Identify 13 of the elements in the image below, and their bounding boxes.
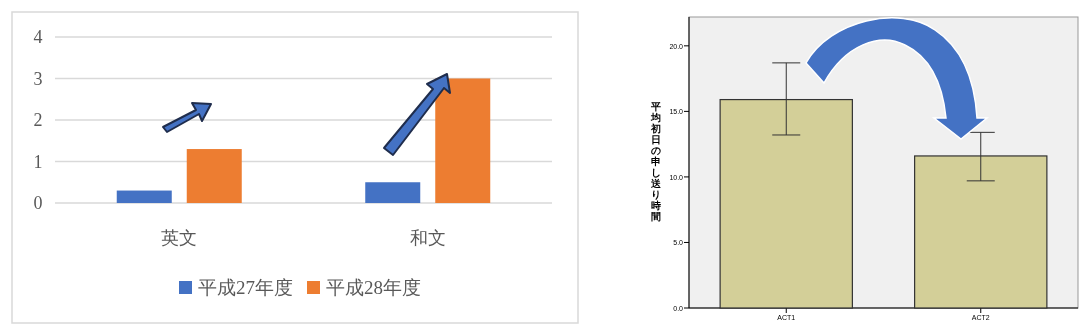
y-tick-label: 2 — [33, 110, 43, 130]
y-tick-label: 3 — [33, 68, 43, 89]
legend-label: 平成27年度 — [198, 277, 293, 298]
x-tick-label: 英文 — [161, 228, 198, 248]
text: 平均初日の申し送り時間 — [651, 101, 661, 222]
bar — [186, 149, 242, 203]
bar — [365, 182, 421, 203]
x-tick-label: 和文 — [409, 228, 446, 248]
y-tick-label: 1 — [33, 151, 43, 172]
y-tick-label: 4 — [33, 27, 43, 47]
bar — [116, 190, 172, 203]
legend-label: 平成28年度 — [326, 277, 421, 298]
y-tick-label: 0 — [33, 193, 43, 213]
